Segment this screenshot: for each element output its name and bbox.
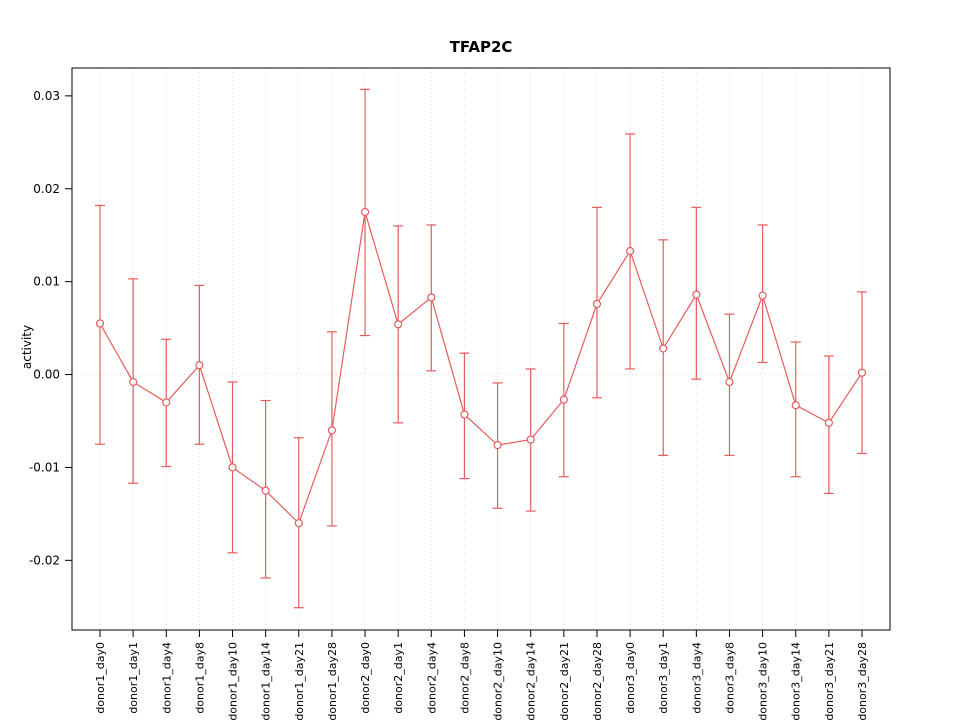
data-point xyxy=(460,410,469,419)
x-tick-label: donor2_day1 xyxy=(392,642,405,714)
data-point xyxy=(327,426,337,435)
data-point xyxy=(95,319,105,328)
x-tick-label: donor2_day8 xyxy=(458,642,471,714)
x-tick-label: donor3_day14 xyxy=(790,642,803,720)
x-tick-label: donor1_day4 xyxy=(160,642,173,714)
data-point xyxy=(294,519,303,528)
x-tick-label: donor3_day8 xyxy=(723,642,736,714)
data-point xyxy=(592,299,602,309)
x-tick-label: donor1_day21 xyxy=(293,642,306,720)
data-point xyxy=(526,435,535,444)
data-point xyxy=(195,361,204,370)
x-tick-label: donor3_day1 xyxy=(657,642,670,714)
data-point xyxy=(625,246,635,256)
y-tick-label: -0.01 xyxy=(29,460,60,474)
x-tick-label: donor2_day21 xyxy=(558,642,571,720)
data-point xyxy=(692,290,701,299)
data-point xyxy=(857,368,867,377)
y-tick-label: 0.02 xyxy=(33,182,60,196)
data-point xyxy=(261,486,270,495)
x-tick-label: donor1_day14 xyxy=(260,642,273,720)
data-point xyxy=(659,344,668,353)
y-tick-label: 0.01 xyxy=(33,275,60,289)
data-point xyxy=(824,418,833,427)
y-axis: -0.02 -0.01 0.00 0.01 0.02 0.03 xyxy=(29,89,72,567)
x-tick-label: donor1_day1 xyxy=(127,642,140,714)
series xyxy=(99,211,863,525)
data-point xyxy=(129,377,138,387)
y-tick-label: -0.02 xyxy=(29,553,60,567)
x-tick-label: donor1_day28 xyxy=(326,642,339,720)
x-tick-label: donor2_day28 xyxy=(591,642,604,720)
x-tick-label: donor2_day10 xyxy=(492,642,505,720)
x-tick-label: donor3_day0 xyxy=(624,642,637,714)
y-tick-label: 0.00 xyxy=(33,368,60,382)
y-tick-label: 0.03 xyxy=(33,89,60,103)
error-bars xyxy=(95,88,867,609)
x-tick-label: donor3_day4 xyxy=(690,642,703,714)
data-point xyxy=(162,398,171,407)
x-tick-label: donor3_day10 xyxy=(757,642,770,720)
x-tick-label: donor1_day0 xyxy=(94,642,107,714)
data-point xyxy=(758,291,767,300)
data-point xyxy=(360,207,370,217)
x-tick-label: donor2_day4 xyxy=(425,642,438,714)
x-tick-label: donor1_day10 xyxy=(227,642,240,720)
data-point xyxy=(791,401,800,410)
data-point xyxy=(228,463,237,472)
gridlines xyxy=(72,68,890,630)
x-tick-label: donor3_day28 xyxy=(856,642,869,720)
x-tick-label: donor3_day21 xyxy=(823,642,836,720)
data-point xyxy=(394,320,403,329)
chart-title: TFAP2C xyxy=(449,38,513,56)
x-tick-label: donor1_day8 xyxy=(193,642,206,714)
series-line xyxy=(99,211,863,525)
plot-box xyxy=(71,67,891,631)
data-points xyxy=(95,207,867,528)
x-axis: donor1_day0 donor1_day1 donor1_day4 donor1_… xyxy=(94,630,869,720)
x-tick-label: donor2_day14 xyxy=(525,642,538,720)
data-point xyxy=(559,395,568,404)
data-point xyxy=(493,441,502,450)
x-tick-label: donor2_day0 xyxy=(359,642,372,714)
data-point xyxy=(427,293,436,302)
data-point xyxy=(725,377,734,387)
